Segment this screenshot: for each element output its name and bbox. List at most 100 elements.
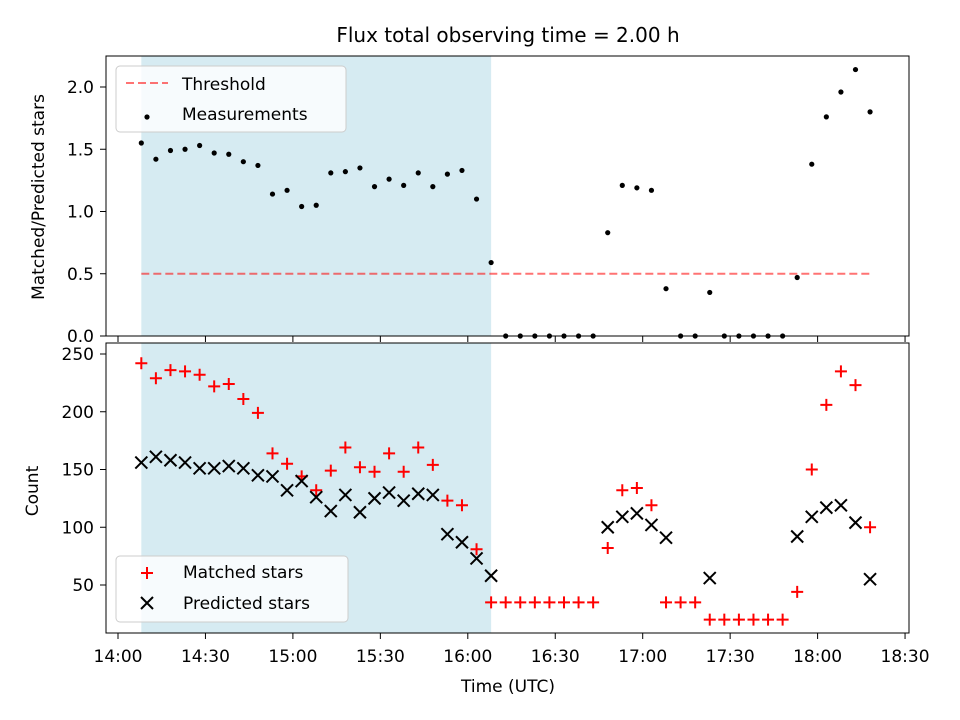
predicted-star-point	[192, 461, 207, 476]
matched-star-point	[237, 393, 250, 406]
measurement-point	[371, 184, 378, 190]
matched-star-point	[703, 613, 716, 626]
predicted-star-point	[790, 529, 804, 544]
legend-measurement-label: Measurements	[182, 105, 308, 125]
measurement-point	[299, 203, 305, 210]
matched-star-point	[776, 613, 789, 626]
x-tick-label: 14:30	[181, 647, 230, 667]
measurement-point	[197, 142, 203, 149]
predicted-star-point	[819, 500, 834, 515]
top-legend: Threshold Measurements	[115, 65, 347, 133]
matched-star-point	[251, 406, 264, 419]
predicted-star-point	[149, 450, 163, 464]
top-y-tick-label: 0.5	[67, 265, 94, 285]
matched-star-point	[485, 596, 498, 609]
top-y-ticks: 0.0 0.5 1.0 1.5 2.0	[67, 78, 106, 347]
matched-star-point	[616, 484, 629, 497]
predicted-star-point	[222, 459, 236, 473]
measurement-point	[852, 66, 859, 73]
bottom-panel: 50 100 150 200 250 14:00 14:30 15:00 15:30 16:00…	[23, 342, 930, 697]
measurement-point	[328, 170, 334, 176]
measurement-point	[634, 185, 640, 191]
matched-star-point	[193, 368, 206, 381]
predicted-star-point	[834, 498, 848, 513]
matched-star-point	[455, 499, 468, 512]
predicted-star-point	[280, 483, 294, 497]
measurement-point	[838, 89, 844, 95]
matched-star-point	[514, 596, 527, 609]
measurement-point	[313, 202, 319, 208]
x-tick-label: 17:00	[618, 647, 667, 667]
measurement-point	[401, 182, 407, 188]
bottom-y-tick-label: 250	[62, 345, 94, 365]
top-y-tick-label: 0.0	[67, 327, 94, 347]
matched-star-point	[426, 458, 439, 471]
measurement-point	[226, 151, 232, 157]
matched-star-point	[179, 365, 192, 378]
top-y-tick-label: 1.0	[67, 203, 94, 223]
predicted-star-point	[805, 510, 819, 524]
measurement-point	[648, 187, 655, 193]
measurement-point	[269, 191, 276, 197]
bottom-legend: Matched stars Predicted stars	[115, 555, 349, 623]
bottom-y-tick-label: 150	[62, 461, 94, 481]
measurement-point	[342, 169, 348, 175]
predicted-star-point	[251, 468, 265, 482]
predicted-star-point	[601, 520, 615, 534]
measurement-point	[357, 165, 363, 171]
matched-star-point	[557, 596, 570, 609]
bottom-legend-box	[115, 555, 349, 623]
matched-star-point	[266, 447, 279, 460]
measurement-point	[153, 156, 159, 162]
matched-star-point	[645, 499, 658, 512]
measurement-point	[284, 187, 290, 193]
predicted-star-point	[630, 506, 644, 521]
predicted-star-point	[178, 455, 192, 470]
measurement-point	[386, 176, 392, 182]
matched-stars-points	[135, 357, 877, 626]
matched-star-point	[791, 585, 804, 598]
legend-predicted-label: Predicted stars	[183, 594, 310, 614]
matched-star-point	[324, 464, 337, 477]
matched-star-point	[412, 441, 425, 454]
measurement-point	[707, 289, 713, 296]
predicted-star-point	[309, 490, 323, 504]
predicted-star-point	[848, 515, 863, 530]
matched-star-point	[397, 465, 410, 478]
matched-star-point	[499, 596, 512, 609]
top-axes-frame	[105, 55, 910, 337]
measurement-point	[619, 182, 625, 188]
matched-star-point	[208, 380, 221, 393]
bottom-y-tick-label: 50	[72, 576, 94, 596]
predicted-star-point	[411, 487, 425, 501]
matched-star-point	[718, 613, 731, 626]
measurement-points	[138, 66, 873, 339]
top-x-ticks	[117, 336, 906, 342]
predicted-stars-points	[134, 450, 877, 586]
legend-matched-label: Matched stars	[183, 563, 303, 583]
matched-star-point	[689, 596, 702, 609]
x-tick-label: 15:00	[268, 647, 317, 667]
matched-star-point	[572, 596, 585, 609]
x-tick-label: 14:00	[94, 647, 143, 667]
predicted-star-point	[455, 535, 469, 549]
matched-star-point	[849, 379, 862, 392]
bottom-axes-frame	[105, 342, 910, 634]
matched-star-point	[762, 613, 775, 626]
predicted-star-point	[134, 455, 149, 470]
predicted-star-point	[353, 505, 367, 519]
chart-title: Flux total observing time = 2.00 h	[336, 23, 679, 47]
matched-star-point	[732, 613, 745, 626]
matched-star-point	[528, 596, 541, 609]
matched-star-point	[864, 521, 877, 534]
x-tick-label: 15:30	[356, 647, 405, 667]
measurement-point	[211, 150, 217, 156]
predicted-star-point	[324, 504, 338, 518]
x-tick-label: 18:00	[793, 647, 842, 667]
matched-star-point	[805, 463, 818, 476]
matched-star-point	[164, 364, 177, 377]
matched-star-point	[339, 441, 352, 454]
measurement-point	[823, 114, 829, 120]
measurement-point	[415, 170, 421, 176]
predicted-star-point	[659, 530, 673, 545]
